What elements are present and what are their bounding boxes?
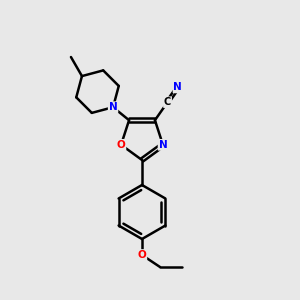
Text: N: N [173, 82, 182, 92]
Text: C: C [164, 97, 171, 107]
Text: N: N [158, 140, 167, 150]
Text: O: O [117, 140, 125, 150]
Text: N: N [109, 102, 117, 112]
Text: O: O [138, 250, 146, 260]
